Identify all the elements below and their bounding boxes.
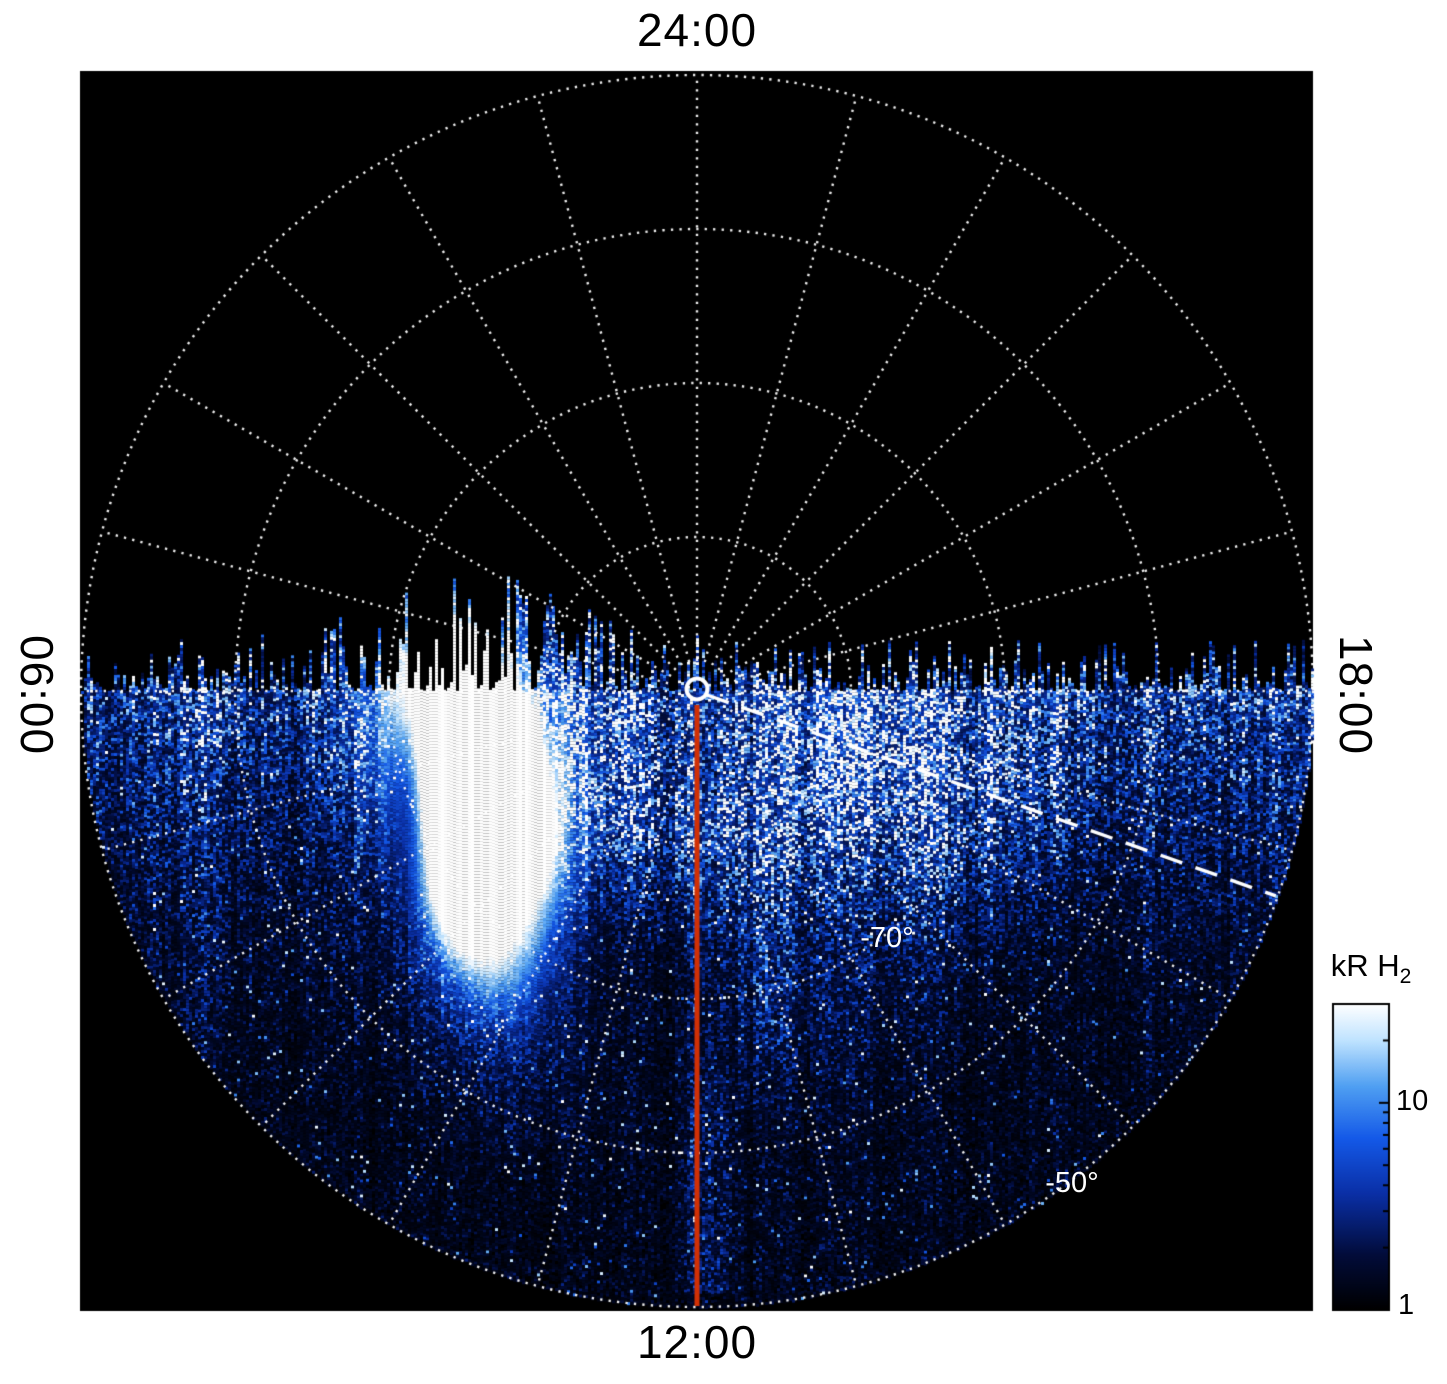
local-time-label-right: 18:00 (1330, 634, 1382, 756)
colorbar-tick-label-1: 1 (1398, 1289, 1415, 1321)
latitude-label-70: -70° (860, 922, 914, 954)
latitude-label-50: -50° (1045, 1167, 1099, 1199)
local-time-label-top: 24:00 (636, 4, 758, 56)
local-time-label-left: 06:00 (11, 634, 63, 756)
colorbar-title-text: kR H (1330, 948, 1400, 983)
colorbar-title-subscript: 2 (1399, 965, 1412, 989)
colorbar-tick-label-10: 10 (1396, 1085, 1429, 1117)
colorbar-title: kR H2 (1281, 948, 1447, 989)
local-time-label-bottom: 12:00 (636, 1316, 758, 1368)
